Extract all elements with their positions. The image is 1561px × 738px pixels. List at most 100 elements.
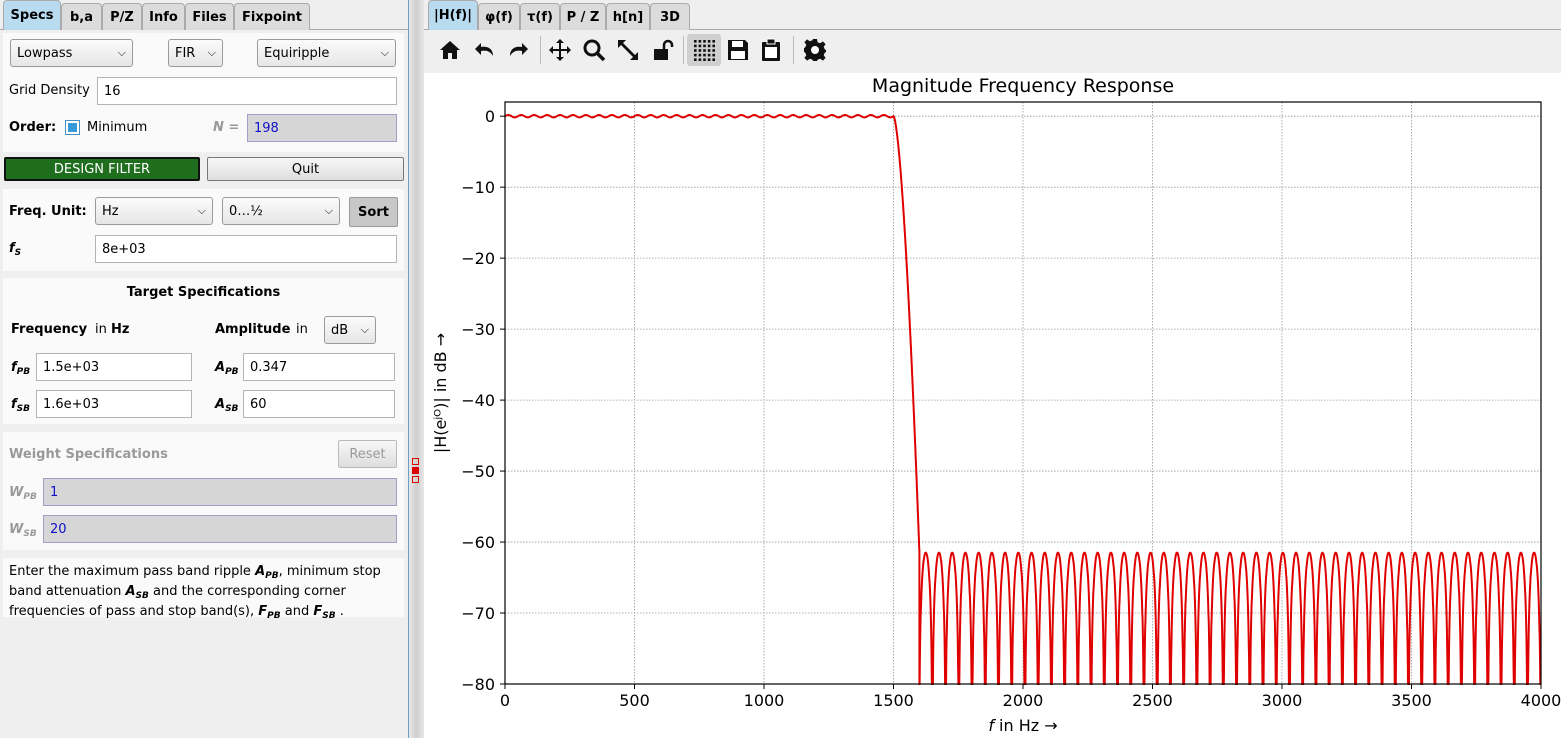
y-tick-label: 0 <box>485 107 495 126</box>
tab-pz[interactable]: P/Z <box>102 3 142 30</box>
amplitude-unit-select[interactable]: dB ⌵ <box>324 316 376 344</box>
freq-range-select[interactable]: 0…½ ⌵ <box>222 197 340 225</box>
grid-density-label: Grid Density <box>9 83 90 98</box>
chevron-down-icon: ⌵ <box>117 46 126 59</box>
tab-impulse-response[interactable]: h[n] <box>606 3 650 30</box>
info-asb-sub: SB <box>135 591 149 601</box>
filter-type-select[interactable]: FIR ⌵ <box>168 39 223 67</box>
redo-icon[interactable] <box>501 34 535 66</box>
frequency-label: Frequency <box>11 322 88 337</box>
info-text-part: Enter the maximum pass band ripple <box>9 564 256 579</box>
sort-button[interactable]: Sort <box>349 197 398 227</box>
freq-unit-select[interactable]: Hz ⌵ <box>95 197 213 225</box>
info-fsb-sub: SB <box>322 611 336 621</box>
x-tick-label: 3000 <box>1262 691 1303 710</box>
settings-icon[interactable] <box>798 34 832 66</box>
tab-ba[interactable]: b,a <box>61 3 102 30</box>
apb-label-main: A <box>215 360 226 375</box>
y-tick-label: −50 <box>461 462 495 481</box>
fsb-input[interactable]: 1.6e+03 <box>36 390 192 418</box>
freq-unit-label: Freq. Unit: <box>9 204 87 219</box>
autoscale-icon[interactable] <box>611 34 645 66</box>
weight-specs-panel: Weight Specifications Reset WPB 1 WSB 20 <box>3 432 404 550</box>
info-apb: A <box>255 564 266 579</box>
chevron-down-icon: ⌵ <box>324 204 333 217</box>
tab-files[interactable]: Files <box>185 3 234 30</box>
tab-3d[interactable]: 3D <box>650 3 690 30</box>
tab-pole-zero[interactable]: P / Z <box>560 3 606 30</box>
y-tick-label: −40 <box>461 391 495 410</box>
response-type-value: Lowpass <box>17 45 73 61</box>
info-text-part: , minimum stop band attenuation <box>9 564 381 599</box>
frequency-unit-panel: Freq. Unit: Hz ⌵ 0…½ ⌵ Sort fS 8e+03 <box>3 189 404 271</box>
info-text-part: . <box>335 604 344 619</box>
zoom-icon[interactable] <box>577 34 611 66</box>
reset-weights-button[interactable]: Reset <box>338 440 397 468</box>
amp-in-label: in <box>296 322 308 337</box>
clipboard-icon[interactable] <box>754 34 788 66</box>
response-type-select[interactable]: Lowpass ⌵ <box>10 39 133 67</box>
wsb-label-sub: SB <box>23 529 37 539</box>
asb-input[interactable]: 60 <box>243 390 395 418</box>
fpb-label-main: f <box>11 360 17 375</box>
freq-unit-value: Hz <box>102 203 119 219</box>
target-specs-title: Target Specifications <box>126 285 281 300</box>
wpb-field: 1 <box>43 478 397 506</box>
chart-title: Magnitude Frequency Response <box>872 75 1174 97</box>
x-tick-label: 1500 <box>873 691 914 710</box>
design-filter-button[interactable]: DESIGN FILTER <box>4 157 200 181</box>
x-tick-label: 500 <box>619 691 650 710</box>
undo-icon[interactable] <box>468 34 502 66</box>
chevron-down-icon: ⌵ <box>197 204 206 217</box>
weight-specs-title: Weight Specifications <box>9 447 168 462</box>
fpb-input[interactable]: 1.5e+03 <box>36 353 192 381</box>
plot-frame <box>504 101 1542 685</box>
save-icon[interactable] <box>721 34 755 66</box>
quit-button[interactable]: Quit <box>207 157 404 181</box>
fsb-label-main: f <box>11 397 17 412</box>
asb-label-sub: SB <box>225 404 239 414</box>
home-icon[interactable] <box>433 34 467 66</box>
fsb-label: fSB <box>11 397 30 414</box>
tab-group-delay[interactable]: τ(f) <box>520 3 560 30</box>
fsb-label-sub: SB <box>16 404 30 414</box>
wpb-label: WPB <box>9 485 37 502</box>
tab-phase[interactable]: φ(f) <box>478 3 520 30</box>
checkbox-check-icon <box>68 123 77 132</box>
tab-magnitude[interactable]: |H(f)| <box>428 0 478 30</box>
magnitude-plot[interactable]: Magnitude Frequency Response 0 500 1000 1500… <box>424 73 1561 738</box>
x-tick-label: 4000 <box>1521 691 1561 710</box>
wpb-label-main: W <box>9 485 24 500</box>
minimum-order-checkbox[interactable] <box>65 120 80 135</box>
panel-splitter[interactable] <box>408 0 424 738</box>
info-asb: A <box>125 584 136 599</box>
wsb-label: WSB <box>9 522 37 539</box>
design-method-select[interactable]: Equiripple ⌵ <box>257 39 396 67</box>
info-apb-sub: PB <box>265 571 279 581</box>
order-n-field: 198 <box>247 114 397 142</box>
x-tick-label: 1000 <box>744 691 785 710</box>
freq-range-value: 0…½ <box>229 203 263 219</box>
fs-label: fS <box>9 241 21 258</box>
apb-input[interactable]: 0.347 <box>243 353 395 381</box>
grid-icon[interactable] <box>687 34 721 66</box>
info-text-part: and <box>280 604 314 619</box>
x-axis-label: f in Hz → <box>988 716 1057 735</box>
lock-icon[interactable] <box>645 34 679 66</box>
tab-info[interactable]: Info <box>142 3 185 30</box>
pan-icon[interactable] <box>543 34 577 66</box>
grid-density-input[interactable]: 16 <box>97 77 397 105</box>
fs-input[interactable]: 8e+03 <box>95 235 397 263</box>
apb-label: APB <box>215 360 239 377</box>
info-text-part: and the corresponding corner frequencies… <box>9 584 346 619</box>
left-tab-bar: Specs b,a P/Z Info Files Fixpoint <box>0 0 408 30</box>
n-label: N = <box>213 120 240 135</box>
tab-fixpoint[interactable]: Fixpoint <box>234 3 310 30</box>
wsb-label-main: W <box>9 522 24 537</box>
chevron-down-icon: ⌵ <box>207 46 216 59</box>
magnitude-chart: Magnitude Frequency Response 0 500 1000 1500… <box>431 75 1561 735</box>
splitter-handle-icon[interactable] <box>412 458 420 486</box>
tab-specs[interactable]: Specs <box>3 0 61 30</box>
info-fsb: F <box>313 604 323 619</box>
asb-label-main: A <box>215 397 226 412</box>
